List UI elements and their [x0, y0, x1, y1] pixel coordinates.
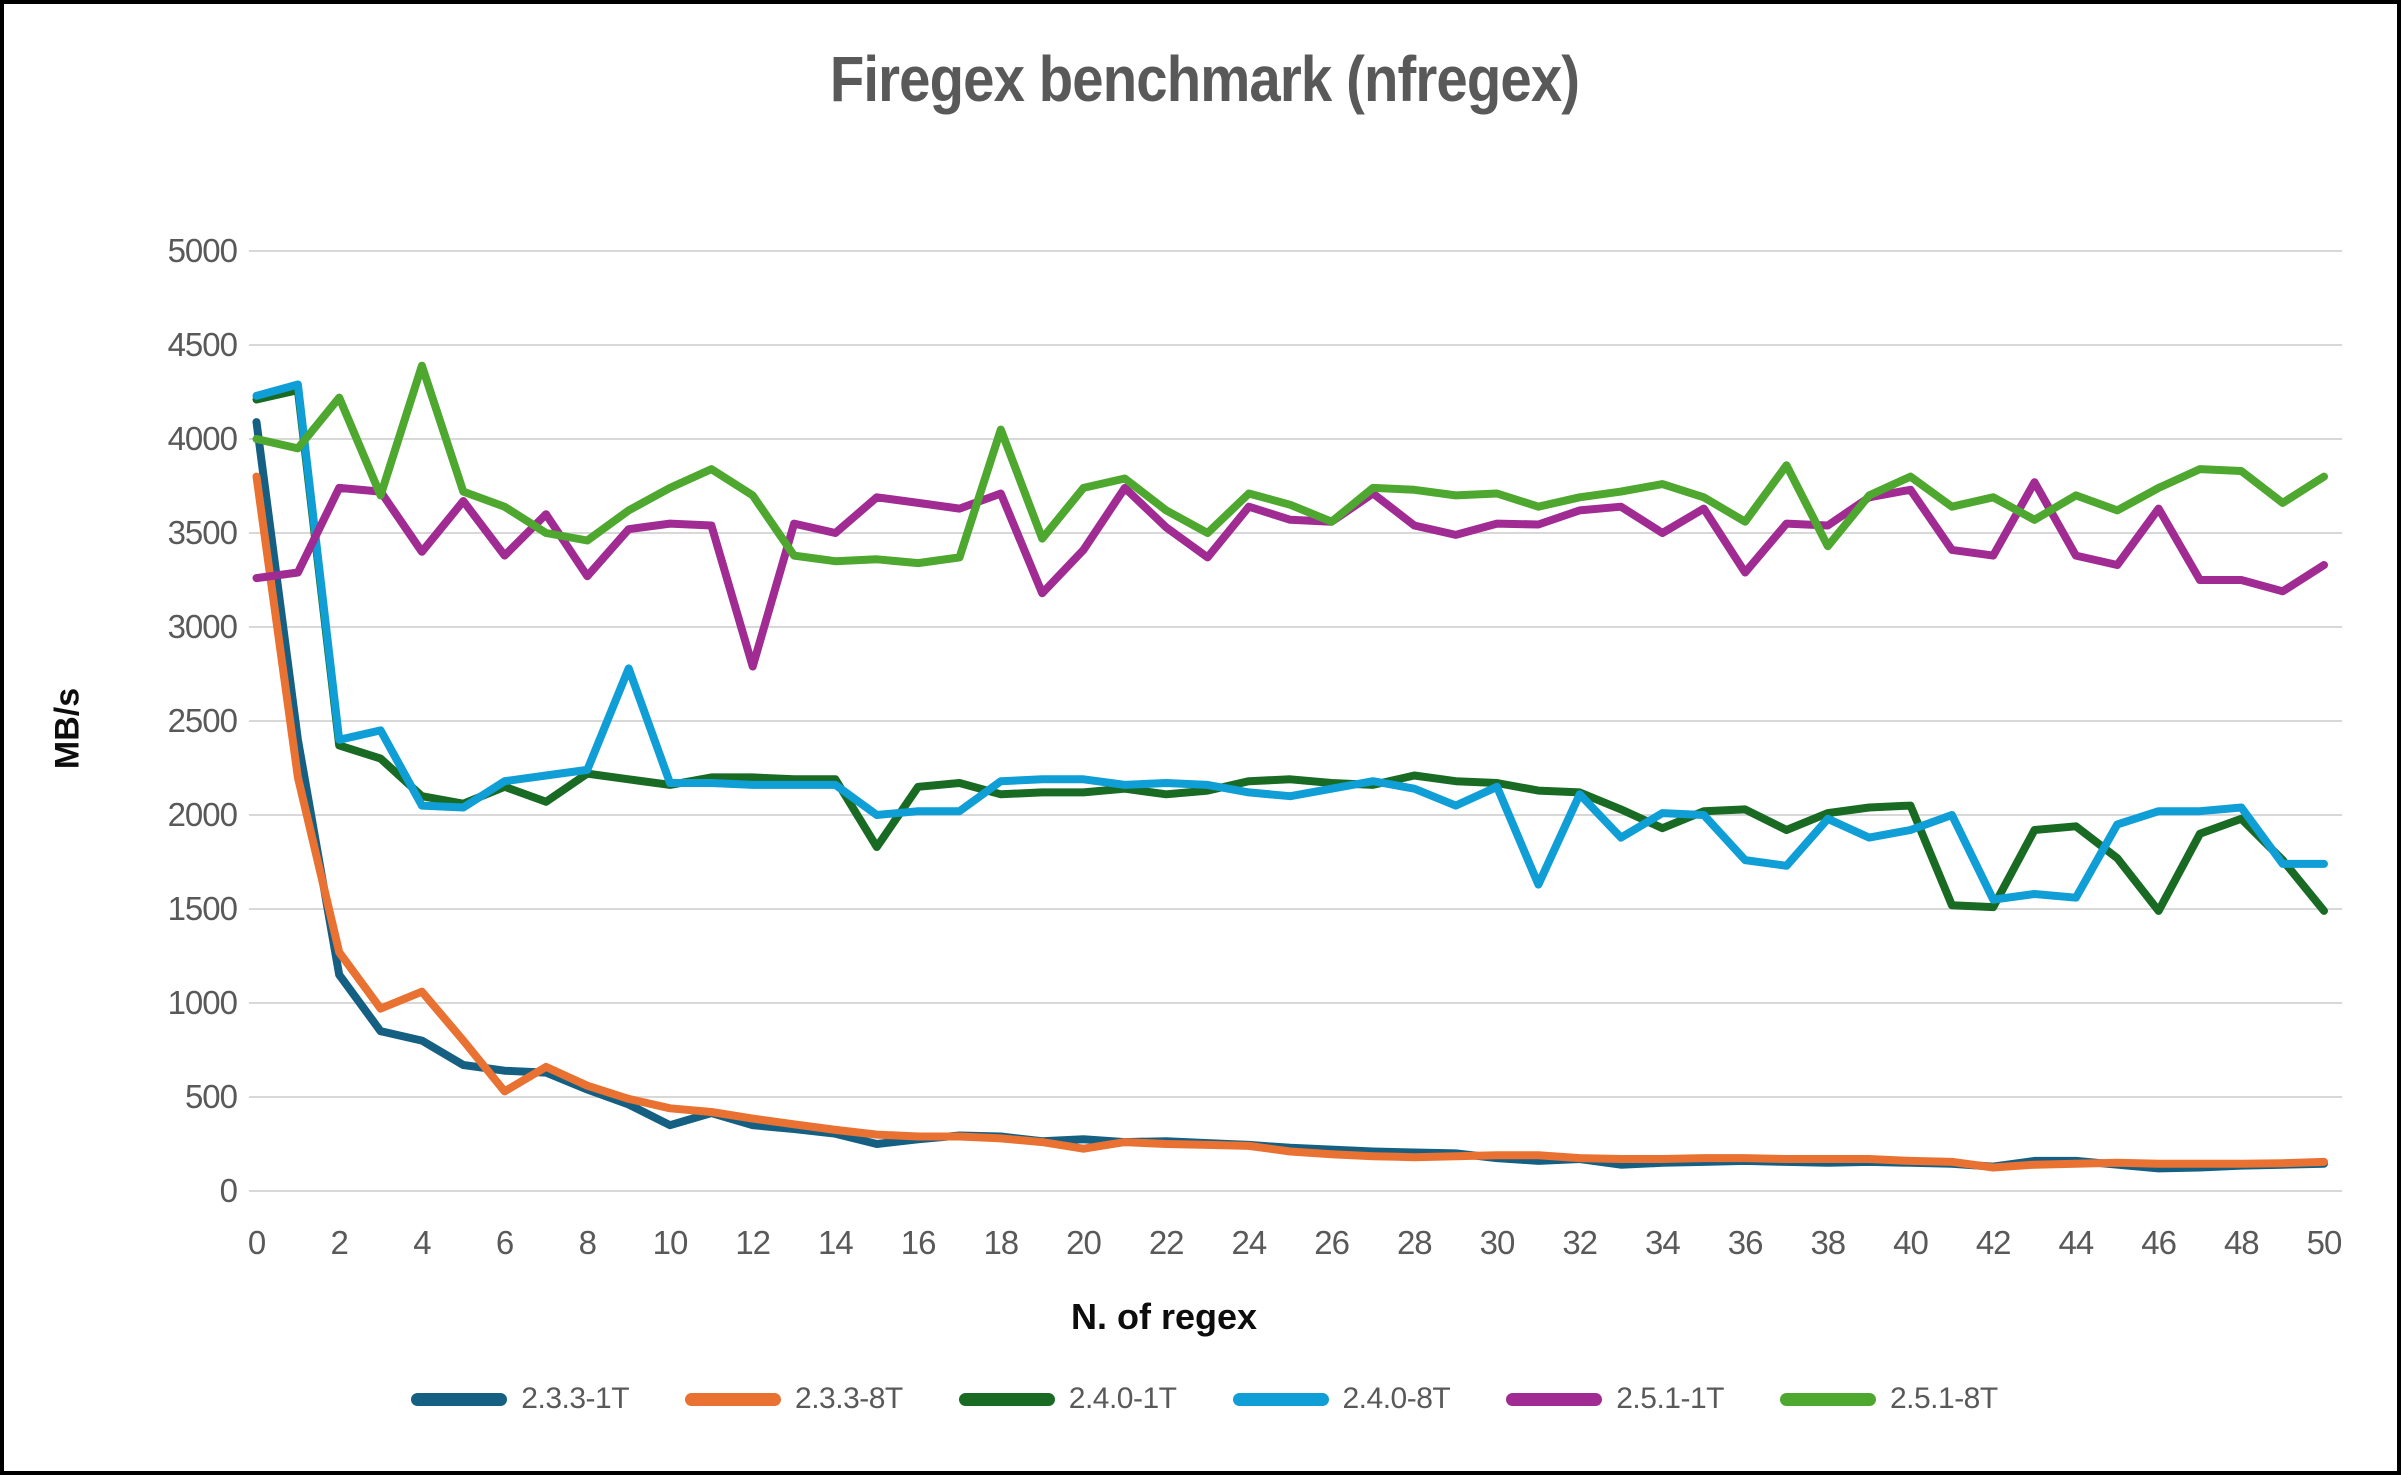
x-tick-label-4: 4	[413, 1224, 431, 1261]
x-tick-label-28: 28	[1397, 1224, 1432, 1261]
y-tick-label-4000: 4000	[168, 420, 238, 457]
legend-item-2.5.1-1T: 2.5.1-1T	[1506, 1382, 1724, 1416]
x-tick-label-44: 44	[2059, 1224, 2094, 1261]
series-line-2.5.1-8T	[252, 361, 2328, 568]
x-tick-label-0: 0	[248, 1224, 266, 1261]
x-tick-label-32: 32	[1562, 1224, 1597, 1261]
legend-item-2.3.3-1T: 2.3.3-1T	[411, 1382, 630, 1416]
x-tick-label-34: 34	[1645, 1224, 1680, 1261]
x-tick-label-10: 10	[653, 1224, 688, 1261]
y-tick-label-500: 500	[185, 1078, 238, 1115]
x-tick-label-26: 26	[1314, 1224, 1349, 1261]
legend-label-2.4.0-1T: 2.4.0-1T	[1068, 1382, 1177, 1415]
series-line-2.5.1-1T	[252, 478, 2328, 671]
x-tick-label-16: 16	[901, 1224, 936, 1261]
legend-item-2.4.0-8T: 2.4.0-8T	[1232, 1382, 1451, 1416]
legend-label-2.3.3-8T: 2.3.3-8T	[795, 1382, 903, 1415]
legend-swatch-2.5.1-8T	[1779, 1392, 1876, 1406]
legend-swatch-2.5.1-1T	[1506, 1392, 1603, 1406]
x-tick-label-8: 8	[579, 1224, 596, 1261]
x-tick-label-40: 40	[1893, 1224, 1928, 1261]
y-tick-label-3500: 3500	[168, 514, 238, 551]
y-tick-label-0: 0	[220, 1172, 238, 1209]
legend-label-2.4.0-8T: 2.4.0-8T	[1342, 1382, 1451, 1415]
y-tick-label-5000: 5000	[168, 232, 238, 269]
x-tick-label-24: 24	[1232, 1224, 1267, 1261]
legend-swatch-2.3.3-1T	[411, 1392, 508, 1406]
x-tick-label-2: 2	[331, 1224, 348, 1261]
x-tick-label-48: 48	[2224, 1224, 2259, 1261]
x-tick-label-30: 30	[1480, 1224, 1515, 1261]
legend-swatch-2.4.0-8T	[1232, 1392, 1329, 1406]
x-tick-label-22: 22	[1149, 1224, 1184, 1261]
series-line-2.3.3-8T	[252, 472, 2328, 1172]
y-tick-label-1000: 1000	[168, 984, 238, 1021]
x-tick-label-50: 50	[2307, 1224, 2342, 1261]
x-axis-title: N. of regex	[1070, 1296, 1258, 1337]
x-tick-label-42: 42	[1976, 1224, 2011, 1261]
plot-area: 0500100015002000250030003500400045005000…	[168, 232, 2343, 1261]
x-tick-label-20: 20	[1066, 1224, 1101, 1261]
legend-label-2.3.3-1T: 2.3.3-1T	[521, 1382, 630, 1415]
x-tick-label-12: 12	[735, 1224, 770, 1261]
x-tick-label-18: 18	[983, 1224, 1018, 1261]
y-tick-label-4500: 4500	[168, 326, 238, 363]
y-tick-label-1500: 1500	[168, 890, 238, 927]
legend-item-2.3.3-8T: 2.3.3-8T	[685, 1382, 903, 1416]
legend-swatch-2.3.3-8T	[685, 1392, 782, 1406]
y-tick-label-2500: 2500	[168, 702, 238, 739]
legend: 2.3.3-1T 2.3.3-8T 2.4.0-1T 2.4.0-8T 2.5.1-1T…	[4, 1382, 2397, 1416]
legend-item-2.4.0-1T: 2.4.0-1T	[958, 1382, 1177, 1416]
x-tick-label-46: 46	[2141, 1224, 2176, 1261]
x-tick-label-14: 14	[818, 1224, 853, 1261]
y-tick-label-2000: 2000	[168, 796, 238, 833]
legend-label-2.5.1-1T: 2.5.1-1T	[1616, 1382, 1724, 1415]
x-tick-label-38: 38	[1810, 1224, 1845, 1261]
y-axis-title: MB/s	[48, 687, 87, 770]
x-tick-label-6: 6	[496, 1224, 513, 1261]
series-line-2.4.0-8T	[252, 380, 2328, 904]
legend-item-2.5.1-8T: 2.5.1-8T	[1779, 1382, 1998, 1416]
legend-label-2.5.1-8T: 2.5.1-8T	[1889, 1382, 1998, 1415]
x-tick-label-36: 36	[1728, 1224, 1763, 1261]
y-tick-label-3000: 3000	[168, 608, 238, 645]
series-line-2.4.0-1T	[252, 386, 2328, 915]
chart-title: Firegex benchmark (nfregex)	[829, 43, 1580, 115]
legend-swatch-2.4.0-1T	[958, 1392, 1055, 1406]
